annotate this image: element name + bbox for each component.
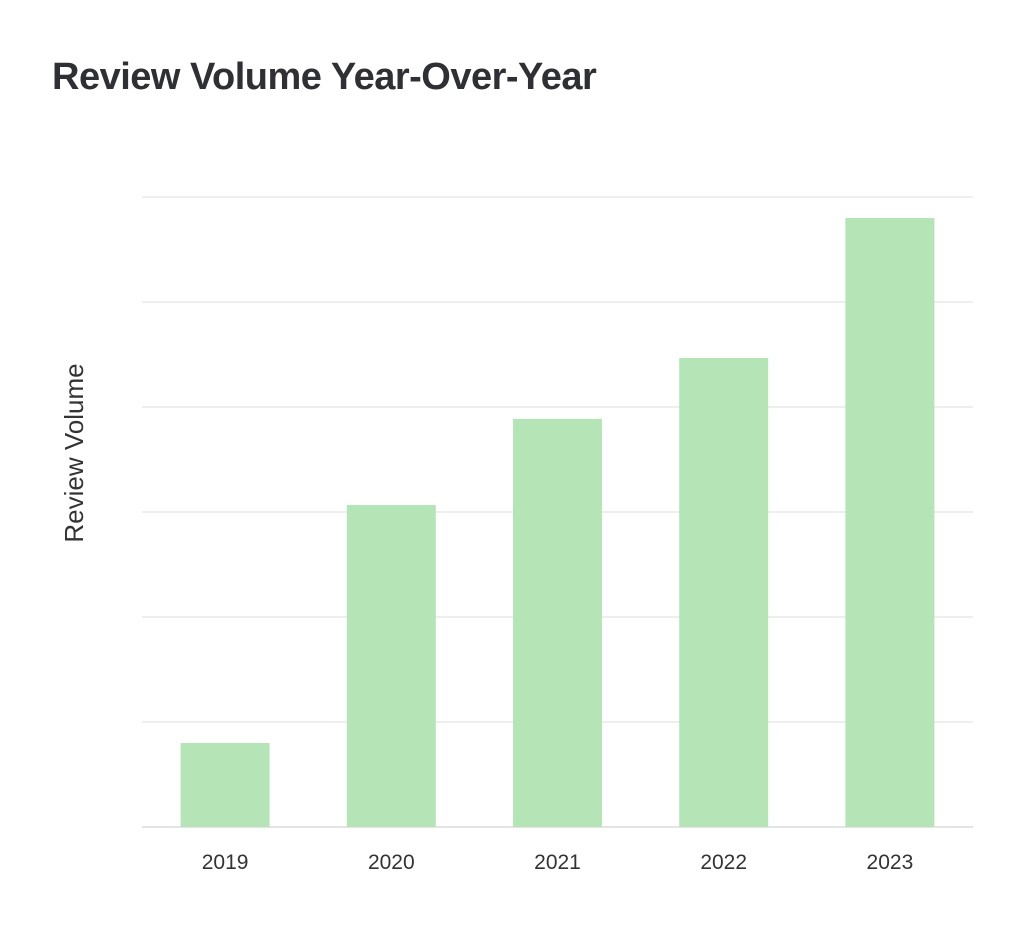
x-tick-label-2021: 2021	[534, 851, 581, 874]
x-tick-label-2019: 2019	[202, 851, 249, 874]
x-tick-label-2023: 2023	[867, 851, 914, 874]
bar-2019	[180, 743, 270, 827]
x-tick-labels: 2019 2020 2021 2022 2023	[202, 851, 914, 874]
y-axis-title: Review Volume	[59, 363, 89, 542]
bar-2022	[679, 358, 769, 827]
x-tick-label-2022: 2022	[700, 851, 747, 874]
bar-2021	[513, 418, 602, 827]
chart-title: Review Volume Year-Over-Year	[52, 56, 597, 98]
x-tick-label-2020: 2020	[368, 851, 415, 874]
bars	[180, 218, 935, 827]
bar-2020	[346, 505, 436, 827]
bar-2023	[845, 218, 935, 827]
